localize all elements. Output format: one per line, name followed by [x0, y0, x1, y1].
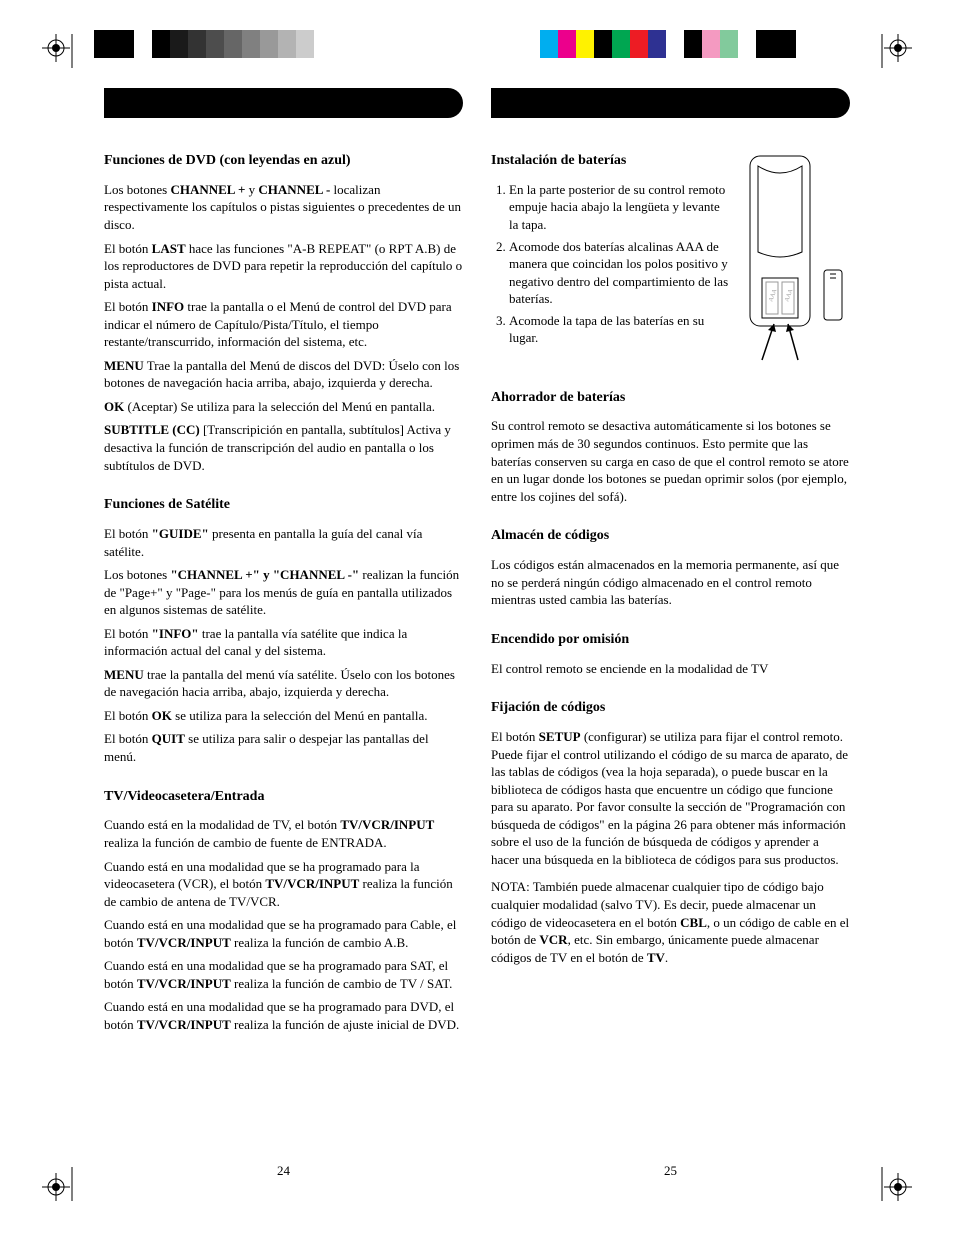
body-text: Cuando está en la modalidad de TV, el bo…: [104, 816, 463, 851]
body-text: Cuando está en una modalidad que se ha p…: [104, 957, 463, 992]
color-swatch: [738, 30, 756, 58]
color-calibration-bar: [94, 30, 860, 58]
color-swatch: [94, 30, 134, 58]
install-steps: En la parte posterior de su control remo…: [509, 181, 730, 347]
body-text: Los botones CHANNEL + y CHANNEL - locali…: [104, 181, 463, 234]
body-text: Cuando está en una modalidad que se ha p…: [104, 858, 463, 911]
body-text: El botón OK se utiliza para la selección…: [104, 707, 463, 725]
heading-code-store: Almacén de códigos: [491, 527, 850, 546]
list-item: En la parte posterior de su control remo…: [509, 181, 730, 234]
color-swatch: [260, 30, 278, 58]
color-swatch: [594, 30, 612, 58]
color-swatch: [648, 30, 666, 58]
svg-text:AAA: AAA: [784, 288, 794, 303]
body-text: El botón SETUP (configurar) se utiliza p…: [491, 728, 850, 868]
body-text: Los códigos están almacenados en la memo…: [491, 556, 850, 609]
section-power-default: Encendido por omisión El control remoto …: [491, 631, 850, 677]
color-swatch: [296, 30, 314, 58]
color-swatch: [576, 30, 594, 58]
body-text: MENU Trae la pantalla del Menú de discos…: [104, 357, 463, 392]
body-text: Cuando está en una modalidad que se ha p…: [104, 916, 463, 951]
body-text: El botón "INFO" trae la pantalla vía sat…: [104, 625, 463, 660]
section-dvd: Funciones de DVD (con leyendas en azul) …: [104, 152, 463, 474]
body-text: Su control remoto se desactiva automátic…: [491, 417, 850, 505]
body-text: El botón QUIT se utiliza para salir o de…: [104, 730, 463, 765]
remote-battery-diagram-icon: AAA AAA: [740, 152, 850, 367]
heading-tvvcr: TV/Videocasetera/Entrada: [104, 788, 463, 807]
color-swatch: [188, 30, 206, 58]
page-numbers: 24 25: [104, 1163, 850, 1179]
body-text: Cuando está en una modalidad que se ha p…: [104, 998, 463, 1033]
section-code-setup: Fijación de códigos El botón SETUP (conf…: [491, 699, 850, 966]
page-number-left: 24: [104, 1163, 463, 1179]
body-text: NOTA: También puede almacenar cualquier …: [491, 878, 850, 966]
heading-battery-saver: Ahorrador de baterías: [491, 389, 850, 408]
color-swatch: [134, 30, 152, 58]
color-swatch: [558, 30, 576, 58]
color-swatch: [152, 30, 170, 58]
body-text: Los botones "CHANNEL +" y "CHANNEL -" re…: [104, 566, 463, 619]
list-item: Acomode dos baterías alcalinas AAA de ma…: [509, 238, 730, 308]
color-swatch: [540, 30, 558, 58]
color-swatch: [206, 30, 224, 58]
list-item: Acomode la tapa de las baterías en su lu…: [509, 312, 730, 347]
color-swatch: [314, 30, 540, 58]
svg-text:AAA: AAA: [768, 288, 778, 303]
heading-code-setup: Fijación de códigos: [491, 699, 850, 718]
body-text: SUBTITLE (CC) [Transcripición en pantall…: [104, 421, 463, 474]
heading-install: Instalación de baterías: [491, 152, 730, 171]
heading-dvd: Funciones de DVD (con leyendas en azul): [104, 152, 463, 171]
color-swatch: [224, 30, 242, 58]
registration-mark-icon: [42, 1167, 76, 1201]
header-bar-right: [491, 88, 850, 118]
page: Funciones de DVD (con leyendas en azul) …: [0, 0, 954, 1235]
body-text: El control remoto se enciende en la moda…: [491, 660, 850, 678]
color-swatch: [612, 30, 630, 58]
left-column: Funciones de DVD (con leyendas en azul) …: [104, 152, 463, 1155]
body-text: El botón "GUIDE" presenta en pantalla la…: [104, 525, 463, 560]
registration-mark-icon: [878, 1167, 912, 1201]
section-satellite: Funciones de Satélite El botón "GUIDE" p…: [104, 496, 463, 765]
color-swatch: [684, 30, 702, 58]
heading-satellite: Funciones de Satélite: [104, 496, 463, 515]
section-install: Instalación de baterías En la parte post…: [491, 152, 850, 367]
header-bar-left: [104, 88, 463, 118]
body-text: MENU trae la pantalla del menú vía satél…: [104, 666, 463, 701]
color-swatch: [756, 30, 796, 58]
registration-mark-icon: [878, 34, 912, 68]
section-tvvcr: TV/Videocasetera/Entrada Cuando está en …: [104, 788, 463, 1034]
color-swatch: [666, 30, 684, 58]
page-number-right: 25: [491, 1163, 850, 1179]
color-swatch: [242, 30, 260, 58]
body-text: OK (Aceptar) Se utiliza para la selecció…: [104, 398, 463, 416]
section-battery-saver: Ahorrador de baterías Su control remoto …: [491, 389, 850, 506]
color-swatch: [720, 30, 738, 58]
color-swatch: [702, 30, 720, 58]
body-text: El botón LAST hace las funciones "A-B RE…: [104, 240, 463, 293]
registration-mark-icon: [42, 34, 76, 68]
body-text: El botón INFO trae la pantalla o el Menú…: [104, 298, 463, 351]
color-swatch: [630, 30, 648, 58]
right-column: Instalación de baterías En la parte post…: [491, 152, 850, 1155]
heading-power-default: Encendido por omisión: [491, 631, 850, 650]
section-code-store: Almacén de códigos Los códigos están alm…: [491, 527, 850, 609]
content-columns: Funciones de DVD (con leyendas en azul) …: [104, 152, 850, 1155]
color-swatch: [278, 30, 296, 58]
header-bars: [104, 88, 850, 118]
color-swatch: [170, 30, 188, 58]
